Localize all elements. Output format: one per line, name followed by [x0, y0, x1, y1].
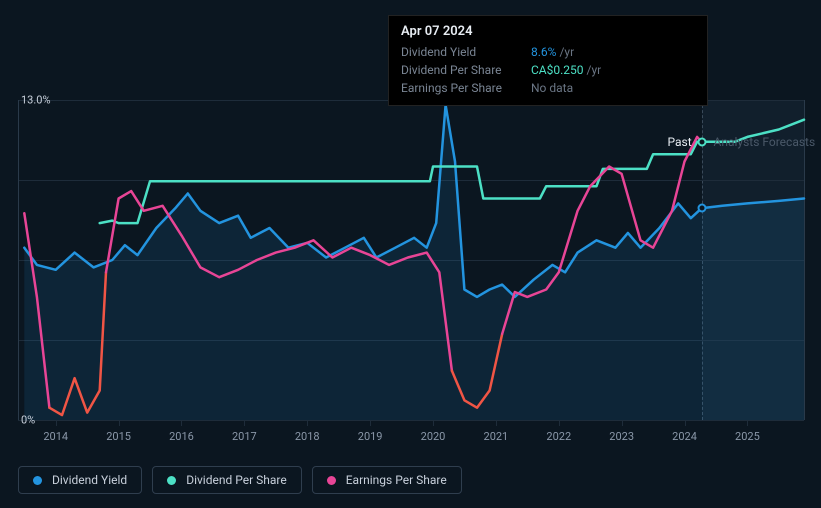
x-axis-label: 2015 — [106, 430, 131, 443]
tooltip-row-dy: Dividend Yield 8.6% /yr — [401, 43, 695, 61]
x-tick — [622, 420, 623, 426]
x-tick — [370, 420, 371, 426]
tooltip-label: Dividend Per Share — [401, 63, 531, 77]
x-tick — [307, 420, 308, 426]
legend-dot-icon — [167, 476, 176, 485]
x-tick — [496, 420, 497, 426]
x-axis-label: 2016 — [169, 430, 194, 443]
tooltip-value: 8.6% — [531, 45, 556, 59]
dy-cursor-marker — [697, 204, 706, 213]
tooltip-row-eps: Earnings Per Share No data — [401, 79, 695, 97]
x-axis-label: 2014 — [43, 430, 68, 443]
x-tick — [747, 420, 748, 426]
chart-tooltip: Apr 07 2024 Dividend Yield 8.6% /yr Divi… — [388, 15, 708, 106]
x-tick — [433, 420, 434, 426]
x-axis-label: 2024 — [672, 430, 697, 443]
dps-cursor-marker — [697, 137, 706, 146]
tooltip-row-dps: Dividend Per Share CA$0.250 /yr — [401, 61, 695, 79]
x-tick — [244, 420, 245, 426]
x-axis-label: 2021 — [484, 430, 509, 443]
x-axis-label: 2023 — [609, 430, 634, 443]
x-axis-label: 2022 — [546, 430, 571, 443]
tooltip-label: Dividend Yield — [401, 45, 531, 59]
legend-label: Dividend Per Share — [186, 473, 287, 487]
x-axis-label: 2020 — [421, 430, 446, 443]
x-axis-label: 2019 — [358, 430, 383, 443]
dividend-chart: 0%13.0% 20142015201620172018201920202021… — [0, 0, 821, 508]
tooltip-value: No data — [531, 81, 573, 95]
x-axis-label: 2018 — [295, 430, 320, 443]
forecast-label: Analysts Forecasts — [714, 135, 816, 149]
legend-item-dividend_per_share[interactable]: Dividend Per Share — [152, 466, 302, 494]
tooltip-date: Apr 07 2024 — [401, 24, 695, 43]
x-axis: 2014 2015 2016 2017 2018 2019 2020 2021 2022 2023… — [18, 420, 804, 450]
x-axis-label: 2025 — [735, 430, 760, 443]
legend-dot-icon — [327, 476, 336, 485]
legend-label: Dividend Yield — [52, 473, 127, 487]
x-tick — [56, 420, 57, 426]
x-axis-label: 2017 — [232, 430, 257, 443]
legend-dot-icon — [33, 476, 42, 485]
x-tick — [119, 420, 120, 426]
legend-item-earnings_per_share[interactable]: Earnings Per Share — [312, 466, 462, 494]
legend-label: Earnings Per Share — [346, 473, 447, 487]
x-tick — [685, 420, 686, 426]
chart-legend: Dividend Yield Dividend Per Share Earnings… — [18, 466, 462, 494]
x-tick — [559, 420, 560, 426]
legend-item-dividend_yield[interactable]: Dividend Yield — [18, 466, 142, 494]
x-tick — [181, 420, 182, 426]
tooltip-suffix: /yr — [559, 45, 574, 59]
tooltip-label: Earnings Per Share — [401, 81, 531, 95]
tooltip-suffix: /yr — [587, 63, 602, 77]
past-label: Past — [668, 135, 692, 149]
y-axis-label: 13.0% — [21, 94, 51, 107]
tooltip-value: CA$0.250 — [531, 63, 584, 77]
